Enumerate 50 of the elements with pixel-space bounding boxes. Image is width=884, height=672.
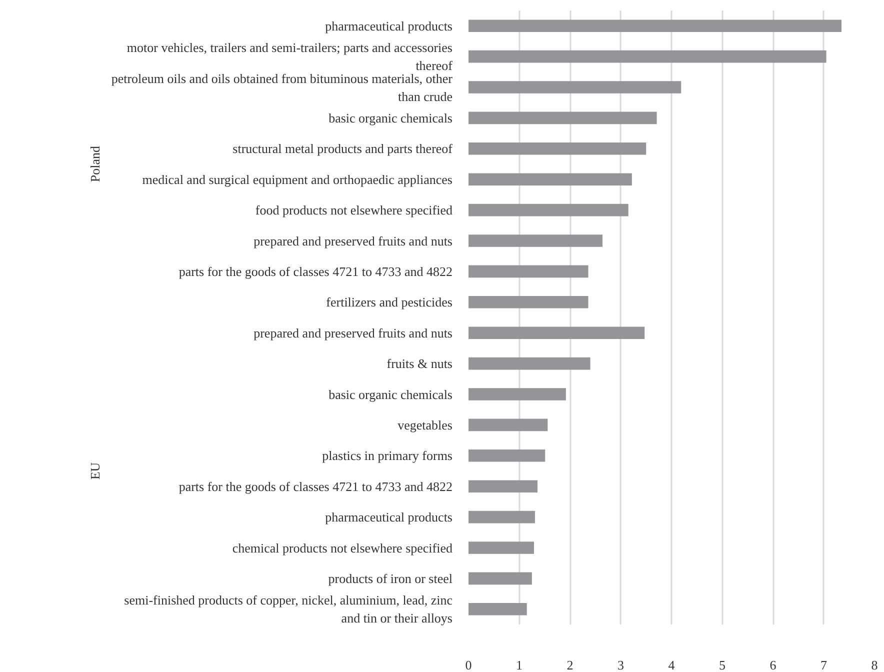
x-tick-label: 7 <box>820 658 828 672</box>
y-tick-label: fruits & nuts <box>386 356 453 372</box>
y-tick-label: fertilizers and pesticides <box>326 294 453 310</box>
bar <box>468 326 645 339</box>
text: Poland <box>88 145 102 182</box>
bar <box>468 296 588 308</box>
y-tick-label: medical and surgical equipment and orthopaedic appliances <box>142 172 453 187</box>
bar <box>468 480 538 492</box>
y-tick-label: basic organic chemicals <box>328 386 453 402</box>
text: EU <box>88 462 102 480</box>
bar <box>468 142 646 155</box>
x-tick-label: 3 <box>618 658 624 672</box>
bar <box>468 450 546 462</box>
y-tick-label: semi-finished products of copper, nickel, aluminium, lead, zinc and tin or their alloys <box>124 592 453 626</box>
bar <box>468 265 588 278</box>
y-tick-label: vegetables <box>398 417 453 432</box>
y-tick-label: food products not elsewhere specified <box>255 202 453 218</box>
bar <box>468 50 826 63</box>
y-tick-label: basic organic chemicals <box>328 110 453 126</box>
bar <box>468 418 548 432</box>
bar <box>468 234 602 247</box>
bar <box>468 542 534 554</box>
x-tick-label: 2 <box>566 658 574 672</box>
bar <box>468 388 566 400</box>
bar <box>468 81 682 94</box>
y-tick-label: plastics in primary forms <box>322 448 453 464</box>
bar <box>468 20 842 32</box>
y-tick-label: products of iron or steel <box>328 570 453 586</box>
x-tick-label: 0 <box>465 658 472 672</box>
x-tick-label: 8 <box>871 658 878 672</box>
bar <box>468 204 628 216</box>
bar <box>468 357 590 370</box>
y-tick-label: motor vehicles, trailers and semi-trailers; parts and accessories thereof <box>126 40 454 74</box>
y-tick-label: prepared and preserved fruits and nuts <box>254 233 453 248</box>
bar <box>468 603 527 616</box>
x-tick-label: 5 <box>719 658 726 672</box>
y-tick-label: parts for the goods of classes 4721 to 4733 and 4822 <box>178 478 453 494</box>
x-tick-label: 4 <box>668 658 676 672</box>
y-tick-label: chemical products not elsewhere specified <box>232 540 453 556</box>
x-tick-label: 6 <box>770 658 777 672</box>
y-tick-label: prepared and preserved fruits and nuts <box>254 325 453 340</box>
bar <box>468 173 632 186</box>
bar <box>468 112 657 124</box>
y-tick-label: parts for the goods of classes 4721 to 4733 and 4822 <box>178 264 453 279</box>
bar <box>468 510 535 524</box>
x-tick-label: 1 <box>516 658 522 672</box>
bar <box>468 572 532 585</box>
y-tick-label: pharmaceutical products <box>325 18 453 34</box>
y-tick-label: pharmaceutical products <box>325 510 453 525</box>
y-tick-label: structural metal products and parts thereof <box>232 141 454 156</box>
